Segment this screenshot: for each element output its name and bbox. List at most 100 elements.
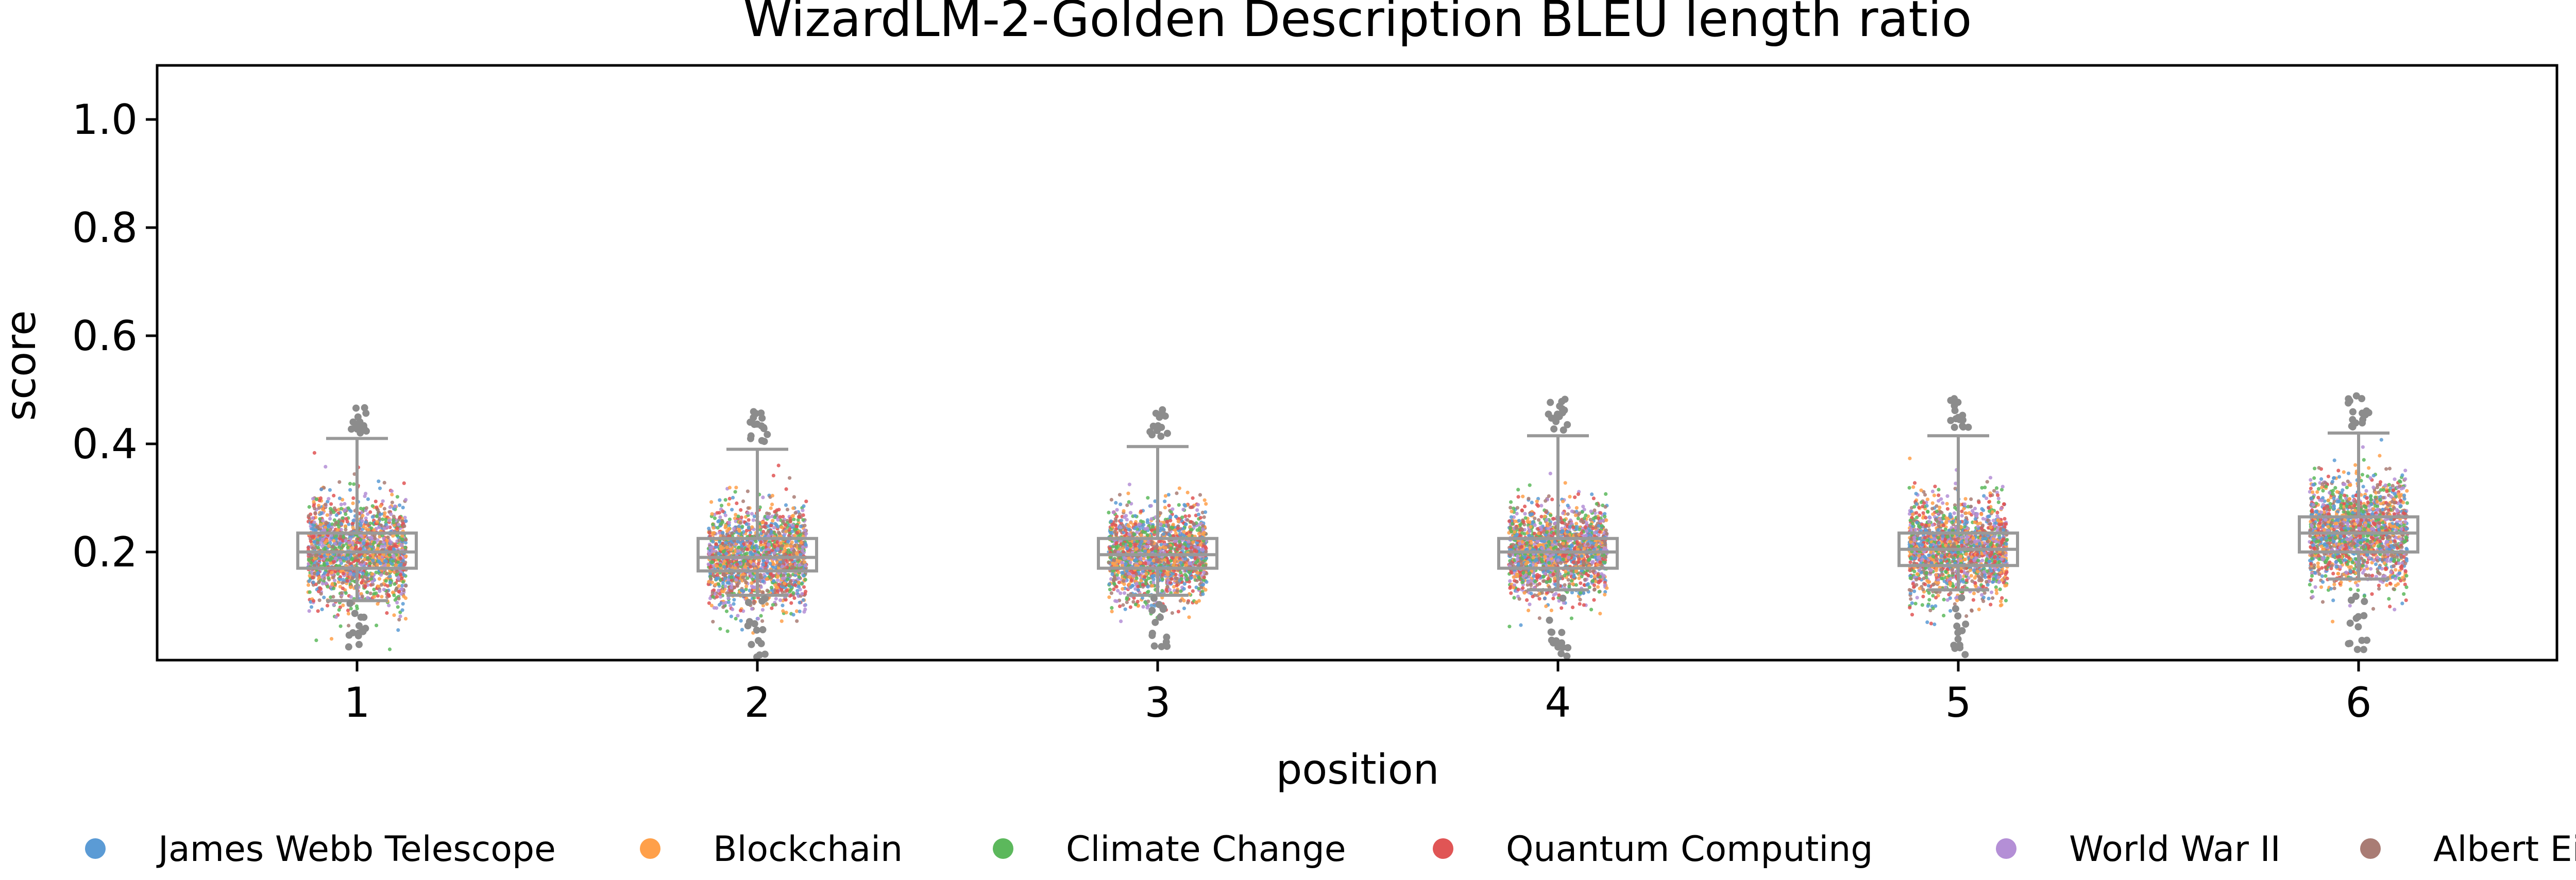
strip-point: [1168, 581, 1173, 585]
strip-point: [402, 524, 406, 528]
strip-point: [368, 591, 372, 595]
strip-point: [382, 588, 386, 592]
strip-point: [725, 629, 730, 633]
strip-point: [765, 559, 769, 563]
strip-point: [400, 534, 404, 538]
strip-point: [721, 601, 726, 606]
strip-point: [359, 507, 363, 511]
strip-point: [1167, 504, 1171, 508]
strip-point: [724, 551, 728, 556]
strip-point: [1188, 561, 1192, 565]
strip-point: [395, 526, 399, 530]
strip-point: [389, 512, 393, 516]
strip-point: [1124, 562, 1128, 566]
strip-point: [372, 588, 376, 592]
strip-point: [771, 603, 775, 607]
strip-point: [765, 577, 769, 581]
strip-point: [366, 596, 370, 600]
strip-point: [404, 584, 408, 588]
strip-point: [1143, 575, 1147, 579]
strip-point: [770, 494, 774, 498]
strip-point: [1163, 494, 1167, 498]
strip-point: [1109, 519, 1113, 524]
strip-point: [1179, 570, 1183, 575]
strip-point: [717, 582, 721, 586]
strip-point: [1191, 540, 1195, 544]
strip-point: [1129, 569, 1133, 573]
strip-point: [309, 539, 313, 543]
strip-point: [385, 611, 389, 615]
strip-point: [349, 607, 353, 611]
strip-point: [1109, 531, 1113, 535]
strip-point: [384, 579, 388, 583]
strip-point: [729, 547, 733, 551]
strip-point: [365, 542, 369, 546]
strip-point: [372, 540, 377, 544]
strip-point: [369, 536, 374, 540]
strip-point: [340, 522, 344, 526]
strip-point: [395, 600, 399, 605]
strip-point: [1111, 510, 1115, 514]
strip-point: [713, 516, 717, 521]
strip-point: [1118, 502, 1123, 507]
strip-point: [403, 515, 407, 520]
strip-point: [718, 515, 722, 520]
strip-point: [1139, 509, 1143, 513]
strip-point: [1115, 546, 1119, 550]
strip-point: [370, 572, 375, 576]
strip-point: [804, 563, 808, 567]
strip-point: [740, 547, 744, 551]
strip-point: [750, 525, 754, 529]
strip-point: [1177, 486, 1181, 490]
strip-point: [1170, 577, 1174, 581]
strip-point: [737, 528, 741, 532]
strip-point: [388, 505, 392, 509]
strip-point: [1149, 504, 1153, 508]
strip-point: [797, 585, 801, 589]
strip-point: [1107, 510, 1111, 515]
strip-point: [717, 551, 721, 556]
strip-point: [404, 519, 408, 523]
strip-point: [324, 520, 328, 525]
strip-point: [1126, 491, 1130, 495]
strip-point: [781, 519, 785, 524]
strip-point: [1152, 574, 1156, 578]
strip-point: [395, 495, 400, 499]
strip-point: [386, 584, 390, 588]
strip-point: [1198, 515, 1202, 520]
strip-point: [1204, 510, 1208, 514]
strip-point: [374, 571, 378, 575]
strip-point: [746, 511, 750, 515]
strip-point: [747, 518, 751, 522]
strip-point: [733, 490, 737, 494]
strip-point: [1165, 584, 1170, 589]
strip-point: [385, 525, 390, 529]
strip-point: [718, 563, 722, 567]
strip-point: [750, 581, 754, 585]
strip-point: [766, 547, 770, 551]
strip-point: [344, 512, 348, 516]
strip-point: [332, 518, 337, 522]
strip-point: [747, 526, 751, 530]
strip-point: [400, 587, 404, 591]
strip-point: [1122, 509, 1126, 513]
strip-point: [399, 543, 403, 547]
strip-point: [1147, 540, 1151, 545]
strip-point: [803, 528, 807, 532]
strip-point: [341, 572, 345, 576]
strip-point: [775, 575, 779, 579]
strip-point: [337, 608, 341, 612]
strip-point: [727, 581, 731, 585]
strip-point: [1131, 574, 1136, 578]
strip-point: [379, 573, 383, 577]
strip-point: [736, 549, 740, 553]
strip-point: [1161, 532, 1165, 536]
strip-point: [776, 525, 780, 529]
strip-point: [784, 611, 788, 615]
strip-point: [723, 498, 727, 502]
strip-point: [775, 578, 780, 582]
strip-point: [801, 508, 805, 512]
strip-point: [392, 593, 396, 597]
strip-point: [307, 514, 311, 518]
